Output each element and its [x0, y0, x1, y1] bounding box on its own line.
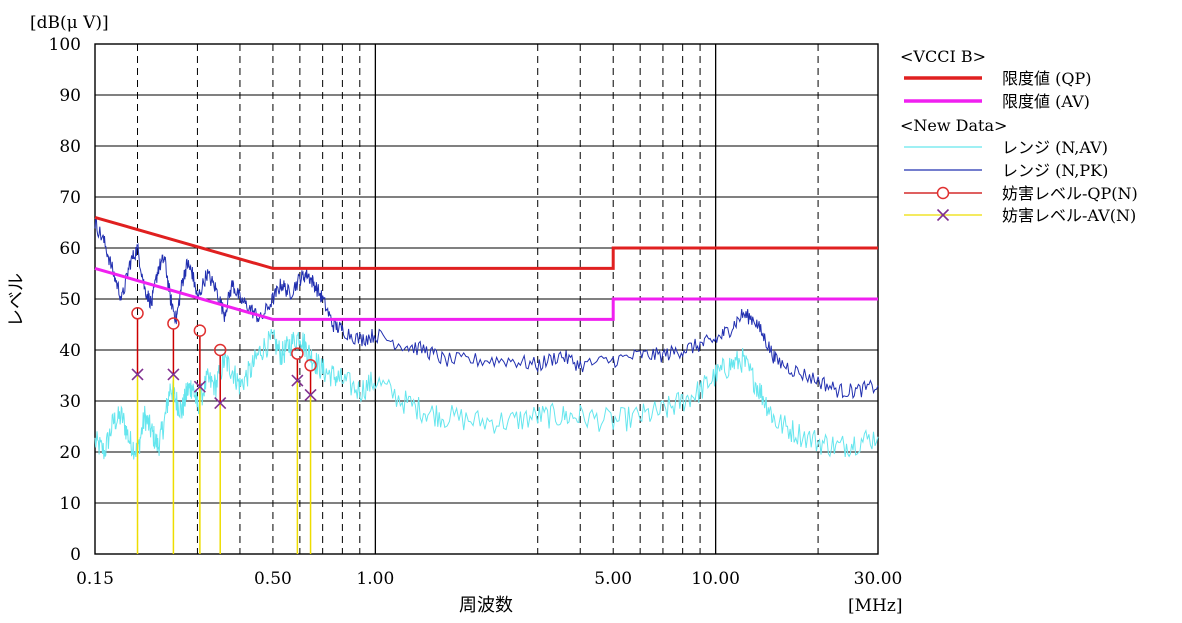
av-marker-point	[131, 368, 144, 381]
qp-marker-point	[131, 307, 144, 320]
y-tick-label: 70	[59, 188, 81, 208]
av-marker-cross-b	[214, 396, 227, 410]
y-tick-label: 100	[49, 35, 81, 55]
qp-marker-point	[213, 343, 227, 357]
plot-area: 0 10 20 30 40 50 60 70 80 90 100 0.15 0.50 1.00 5.00 10…	[49, 35, 903, 589]
x-unit-label: [MHz]	[848, 596, 902, 616]
x-axis-title: 周波数	[459, 595, 513, 616]
av-marker-cross-b	[193, 380, 206, 393]
y-tick-label: 60	[59, 239, 81, 259]
legend-swatch-circle	[936, 186, 950, 200]
av-marker-point	[291, 374, 304, 387]
y-tick-label: 40	[59, 341, 81, 361]
y-tick-label: 30	[59, 392, 81, 412]
y-unit-label: [dB(μ V)]	[30, 13, 109, 33]
series-range-av-line	[94, 329, 879, 460]
y-tick-label: 50	[59, 290, 81, 310]
limit-qp-line	[94, 215, 878, 270]
legend-label: レンジ (N,AV)	[1002, 138, 1108, 157]
y-tick-label: 90	[59, 86, 81, 106]
av-marker-cross-b	[291, 374, 304, 387]
x-tick-label: 1.00	[356, 569, 394, 589]
av-marker-point	[193, 380, 206, 393]
y-tick-label: 0	[70, 545, 81, 565]
qp-marker-point	[304, 359, 317, 372]
legend-header-new-data: <New Data>	[900, 116, 1007, 135]
qp-marker-point	[291, 347, 304, 360]
y-tick-label: 10	[59, 494, 81, 514]
av-marker-point	[214, 396, 227, 410]
legend: <VCCI B> <New Data> 限度値 (QP) 限度値 (AV) レンジ (N…	[900, 47, 1138, 225]
y-axis-title: レベル	[6, 273, 27, 327]
legend-label: 限度値 (AV)	[1002, 92, 1090, 111]
x-tick-label: 30.00	[854, 569, 903, 589]
y-tick-label: 20	[59, 443, 81, 463]
legend-label: レンジ (N,PK)	[1002, 161, 1108, 180]
series-range-pk-line	[94, 218, 879, 400]
av-marker-point	[304, 388, 317, 401]
av-marker-cross-b	[167, 368, 180, 381]
legend-header-vcci: <VCCI B>	[900, 47, 986, 66]
x-tick-label: 10.00	[691, 569, 740, 589]
x-tick-label: 0.50	[254, 569, 292, 589]
av-marker-cross-b	[304, 388, 317, 401]
qp-marker-point	[193, 324, 207, 337]
legend-swatch-cross-b	[936, 208, 950, 222]
legend-label: 妨害レベル-AV(N)	[1002, 206, 1136, 225]
legend-label: 妨害レベル-QP(N)	[1002, 184, 1138, 203]
qp-marker-point	[167, 317, 180, 330]
limit-av-line	[94, 266, 878, 321]
x-tick-label: 0.15	[76, 569, 114, 589]
x-tick-label: 5.00	[594, 569, 632, 589]
av-marker-cross-b	[131, 368, 144, 381]
legend-label: 限度値 (QP)	[1002, 69, 1091, 88]
y-tick-label: 80	[59, 137, 81, 157]
av-marker-point	[167, 368, 180, 381]
